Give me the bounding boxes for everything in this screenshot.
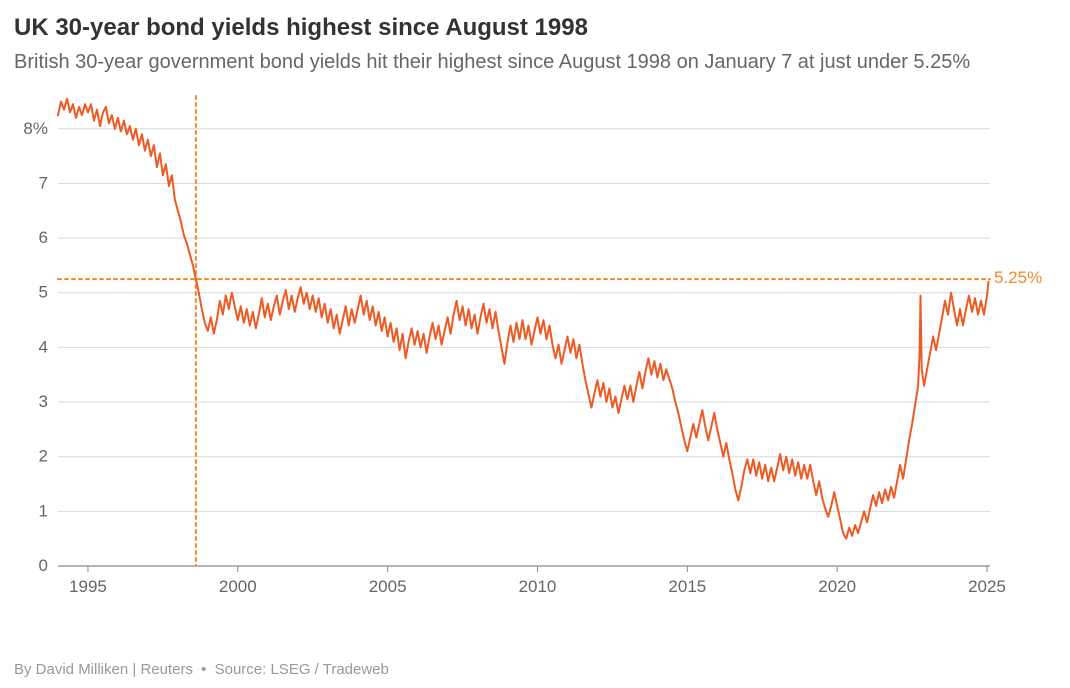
svg-text:5: 5 [39, 283, 48, 302]
chart-container: UK 30-year bond yields highest since Aug… [0, 0, 1070, 688]
svg-text:8%: 8% [23, 119, 48, 138]
line-chart-svg: 0 1 2 3 4 5 6 7 8% 1995 2000 2005 2010 2015 2020 2025 [14, 90, 1056, 602]
chart-footer: By David Milliken | Reuters • Source: LS… [14, 661, 389, 678]
svg-text:0: 0 [39, 556, 48, 575]
org: Reuters [140, 661, 193, 678]
svg-text:2025: 2025 [968, 577, 1006, 596]
source: LSEG / Tradeweb [270, 661, 388, 678]
svg-text:7: 7 [39, 173, 48, 192]
source-label: Source: [215, 661, 267, 678]
svg-text:1: 1 [39, 501, 48, 520]
svg-text:3: 3 [39, 392, 48, 411]
chart-subtitle: British 30-year government bond yields h… [14, 49, 994, 76]
svg-text:2010: 2010 [519, 577, 557, 596]
svg-text:1995: 1995 [69, 577, 107, 596]
svg-text:2: 2 [39, 446, 48, 465]
chart-title: UK 30-year bond yields highest since Aug… [14, 14, 1056, 43]
svg-text:4: 4 [39, 337, 48, 356]
byline: By David Milliken [14, 661, 128, 678]
footer-dot-separator: • [201, 661, 206, 678]
svg-text:2015: 2015 [668, 577, 706, 596]
chart-plot-area: 0 1 2 3 4 5 6 7 8% 1995 2000 2005 2010 2015 2020 2025 5… [14, 90, 1056, 602]
svg-text:2020: 2020 [818, 577, 856, 596]
svg-text:2005: 2005 [369, 577, 407, 596]
svg-text:6: 6 [39, 228, 48, 247]
svg-text:2000: 2000 [219, 577, 257, 596]
